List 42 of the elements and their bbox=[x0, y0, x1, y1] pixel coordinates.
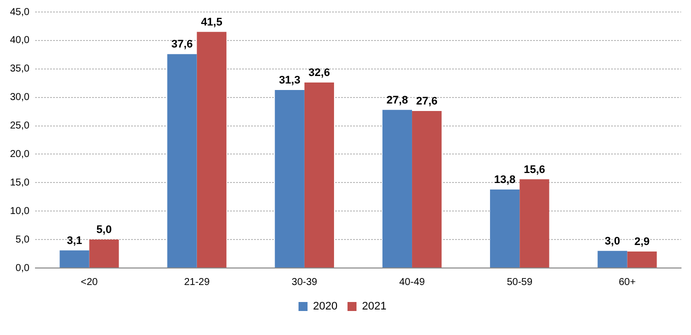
bar bbox=[60, 250, 90, 268]
legend-label: 2020 bbox=[313, 300, 338, 313]
data-label: 32,6 bbox=[308, 67, 330, 80]
bar bbox=[598, 250, 628, 268]
data-label: 13,8 bbox=[494, 174, 516, 186]
y-tick-label: 30,0 bbox=[10, 92, 30, 104]
y-tick-label: 45,0 bbox=[10, 6, 30, 18]
y-tick-label: 20,0 bbox=[10, 148, 30, 160]
x-tick-label: 50-59 bbox=[506, 276, 533, 288]
y-tick-label: 35,0 bbox=[10, 64, 30, 75]
x-tick-label: <20 bbox=[80, 276, 98, 288]
bar bbox=[89, 240, 119, 268]
data-label: 5,0 bbox=[96, 224, 112, 236]
bar bbox=[412, 110, 442, 268]
x-tick-label: 30-39 bbox=[292, 276, 318, 288]
y-tick-label: 25,0 bbox=[10, 120, 30, 132]
data-label: 2,9 bbox=[634, 236, 650, 248]
bar bbox=[196, 32, 226, 268]
y-tick-label: 5,0 bbox=[16, 234, 30, 246]
data-label: 3,0 bbox=[604, 235, 620, 248]
data-label: 3,1 bbox=[66, 234, 82, 247]
bar bbox=[627, 252, 657, 268]
y-tick-label: 15,0 bbox=[10, 177, 30, 188]
x-tick-label: 40-49 bbox=[399, 276, 426, 288]
data-label: 41,5 bbox=[200, 16, 222, 28]
y-tick-label: 10,0 bbox=[10, 206, 30, 217]
data-label: 27,8 bbox=[386, 94, 408, 106]
bar bbox=[304, 82, 334, 268]
bar bbox=[382, 110, 412, 268]
data-label: 15,6 bbox=[524, 164, 546, 176]
data-label: 27,6 bbox=[416, 96, 438, 108]
x-tick-label: 21-29 bbox=[184, 276, 210, 288]
x-tick-label: 60+ bbox=[618, 276, 636, 288]
y-tick-label: 40,0 bbox=[10, 35, 30, 46]
data-label: 31,3 bbox=[278, 74, 300, 86]
legend-label: 2021 bbox=[362, 300, 386, 313]
bar bbox=[167, 54, 197, 268]
bar bbox=[490, 189, 520, 268]
y-tick-label: 0,0 bbox=[16, 262, 30, 274]
bar bbox=[274, 90, 304, 268]
bar bbox=[520, 179, 550, 268]
data-label: 37,6 bbox=[171, 38, 193, 51]
